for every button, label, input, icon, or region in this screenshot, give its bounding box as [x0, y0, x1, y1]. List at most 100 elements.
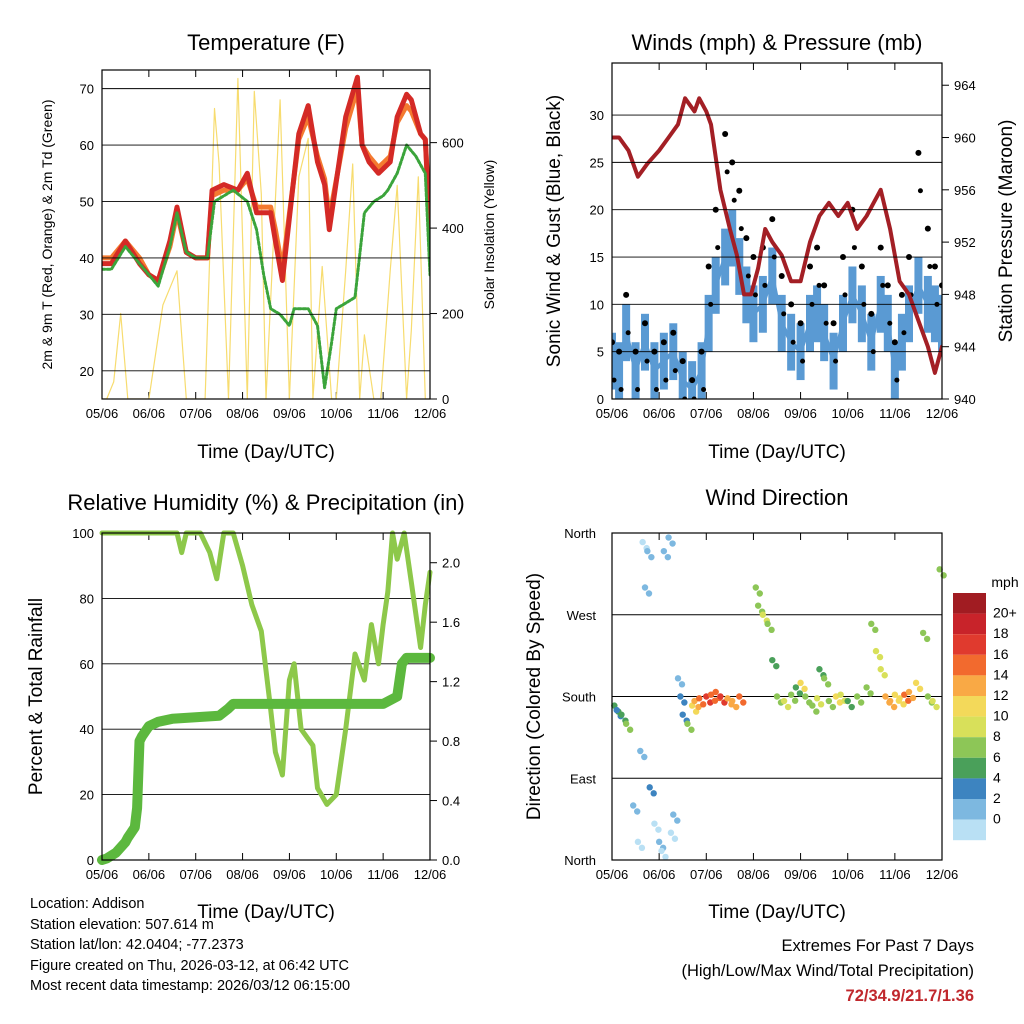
- x-tick-label: 10/06: [320, 406, 353, 421]
- chart-title: Wind Direction: [705, 485, 848, 510]
- x-tick-label: 07/06: [690, 406, 723, 421]
- gust-point: [679, 358, 686, 365]
- gust-point: [823, 320, 829, 326]
- y2-tick-label: 1.2: [442, 675, 460, 690]
- legend-swatch: [953, 696, 986, 717]
- direction-point: [670, 811, 677, 818]
- x-tick-label: 10/06: [831, 406, 864, 421]
- x-tick-label: 08/06: [737, 406, 770, 421]
- legend-swatch: [953, 819, 986, 841]
- direction-point: [688, 726, 695, 733]
- gust-point: [672, 368, 678, 374]
- station-info: Location: Addison Station elevation: 507…: [30, 894, 350, 997]
- y2-tick-label: 964: [954, 78, 976, 93]
- direction-point: [857, 699, 865, 706]
- direction-point: [876, 653, 884, 661]
- direction-point: [677, 693, 684, 700]
- direction-point: [816, 666, 823, 673]
- y-tick-label: East: [570, 771, 596, 786]
- direction-point: [752, 584, 759, 591]
- direction-point: [681, 699, 688, 706]
- direction-point: [863, 684, 870, 691]
- extremes-block: Extremes For Past 7 Days (High/Low/Max W…: [681, 934, 974, 1009]
- extremes-values: 72/34.9/21.7/1.36: [845, 987, 974, 1005]
- y2-tick-label: 0: [442, 392, 449, 407]
- direction-point: [754, 602, 762, 609]
- gust-point: [618, 387, 624, 393]
- gust-point: [877, 244, 884, 251]
- legend-swatch: [953, 593, 986, 614]
- sonic-wind-line: [612, 236, 942, 392]
- direction-point: [630, 802, 637, 809]
- gust-point: [762, 282, 768, 288]
- x-axis-label: Time (Day/UTC): [708, 442, 846, 463]
- gust-point: [821, 282, 828, 289]
- y-tick-label: 50: [80, 194, 94, 209]
- x-tick-label: 09/06: [273, 867, 306, 882]
- gust-point: [842, 292, 848, 298]
- direction-point: [626, 726, 634, 733]
- direction-point: [912, 679, 920, 687]
- gust-point: [851, 245, 857, 251]
- y-tick-label: North: [564, 526, 596, 541]
- x-tick-label: 10/06: [320, 867, 353, 882]
- chart-direction: Wind Direction Time (Day/UTC) Direction (C…: [524, 485, 1019, 923]
- gust-point: [769, 216, 776, 223]
- direction-point: [933, 703, 940, 711]
- y-axis-label: 2m & 9m T (Red, Orange) & 2m Td (Green): [39, 100, 55, 370]
- gust-point: [722, 130, 729, 137]
- gust-point: [670, 329, 677, 336]
- direction-point: [660, 547, 668, 555]
- y-tick-label: 80: [80, 591, 94, 606]
- y-tick-label: 5: [597, 345, 604, 360]
- x-tick-label: 06/06: [133, 867, 166, 882]
- y-tick-label: 0: [597, 392, 604, 407]
- gust-point: [691, 396, 697, 399]
- gust-point: [924, 225, 931, 232]
- y-tick-label: West: [567, 608, 597, 623]
- gust-point: [917, 188, 923, 194]
- station-location: Location: Addison: [30, 896, 145, 912]
- direction-point: [691, 697, 698, 705]
- y2-tick-label: 1.6: [442, 615, 460, 630]
- legend-label: 18: [993, 625, 1009, 641]
- direction-point: [905, 697, 912, 704]
- relative-humidity-line: [99, 530, 433, 807]
- y2-tick-label: 0.8: [442, 734, 460, 749]
- y-tick-label: South: [562, 690, 596, 705]
- x-tick-label: 10/06: [831, 867, 864, 882]
- x-tick-label: 07/06: [690, 867, 723, 882]
- direction-point: [662, 853, 669, 861]
- gust-point: [653, 387, 659, 393]
- gust-point: [612, 377, 617, 383]
- y-tick-label: 100: [72, 526, 94, 541]
- x-tick-label: 11/06: [367, 406, 399, 421]
- y-tick-label: 30: [80, 307, 94, 322]
- x-tick-label: 08/06: [226, 867, 259, 882]
- legend-swatch: [953, 654, 986, 676]
- y-tick-label: 10: [590, 297, 604, 312]
- direction-point: [769, 656, 776, 664]
- direction-point: [651, 820, 658, 827]
- x-axis-label: Time (Day/UTC): [197, 902, 335, 923]
- direction-point: [848, 703, 855, 711]
- direction-point: [667, 829, 675, 836]
- direction-point: [813, 708, 820, 715]
- legend-label: 6: [993, 749, 1001, 765]
- direction-point: [768, 626, 775, 634]
- y-tick-label: 60: [80, 138, 94, 153]
- y2-tick-label: 200: [442, 307, 464, 322]
- x-tick-label: 09/06: [273, 406, 306, 421]
- direction-point: [679, 711, 686, 718]
- direction-point: [868, 620, 875, 628]
- direction-point: [797, 679, 804, 687]
- y2-tick-label: 0.0: [442, 853, 460, 868]
- chart-title: Winds (mph) & Pressure (mb): [632, 30, 923, 55]
- direction-point: [655, 838, 663, 846]
- direction-point: [900, 701, 907, 708]
- x-tick-label: 09/06: [784, 406, 817, 421]
- gust-point: [927, 263, 933, 269]
- direction-point: [648, 553, 655, 561]
- x-tick-label: 12/06: [414, 406, 447, 421]
- x-tick-label: 11/06: [879, 867, 911, 882]
